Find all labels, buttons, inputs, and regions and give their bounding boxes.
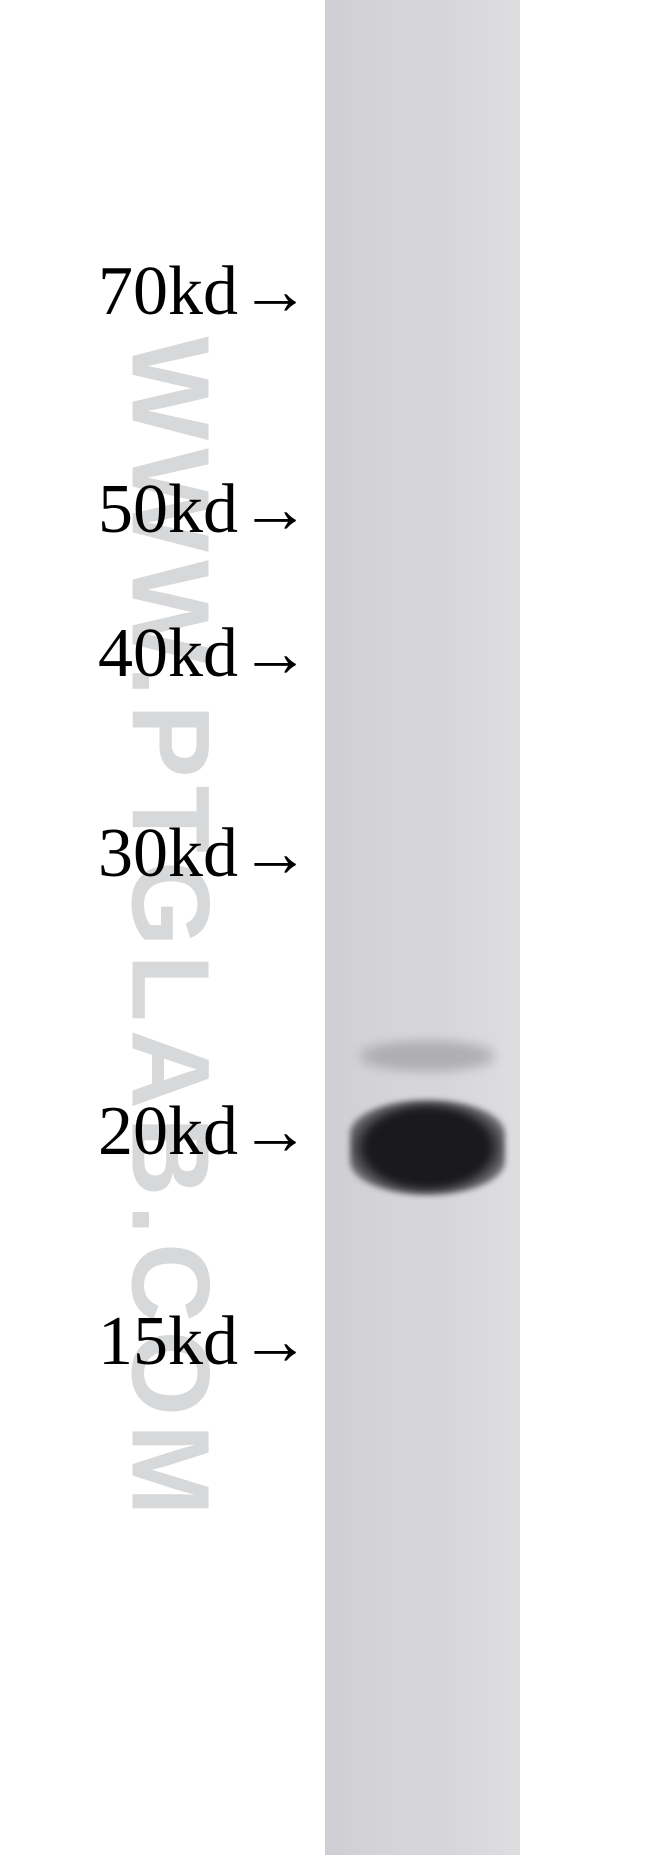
- mw-marker-50kd: 50kd→: [98, 470, 310, 550]
- mw-marker-30kd: 30kd→: [98, 814, 310, 894]
- mw-marker-text: 50kd: [98, 471, 238, 548]
- mw-marker-15kd: 15kd→: [98, 1302, 310, 1382]
- mw-marker-70kd: 70kd→: [98, 252, 310, 332]
- mw-marker-40kd: 40kd→: [98, 614, 310, 694]
- arrow-right-icon: →: [240, 470, 310, 550]
- arrow-right-icon: →: [240, 252, 310, 332]
- blot-band-0: [360, 1040, 495, 1072]
- arrow-right-icon: →: [240, 1092, 310, 1172]
- arrow-right-icon: →: [240, 1302, 310, 1382]
- arrow-right-icon: →: [240, 814, 310, 894]
- mw-marker-text: 20kd: [98, 1093, 238, 1170]
- blot-lane: [325, 0, 520, 1855]
- mw-marker-text: 70kd: [98, 253, 238, 330]
- arrow-right-icon: →: [240, 614, 310, 694]
- mw-marker-text: 40kd: [98, 615, 238, 692]
- blot-band-1: [350, 1100, 505, 1195]
- mw-marker-text: 15kd: [98, 1303, 238, 1380]
- mw-marker-text: 30kd: [98, 815, 238, 892]
- mw-marker-20kd: 20kd→: [98, 1092, 310, 1172]
